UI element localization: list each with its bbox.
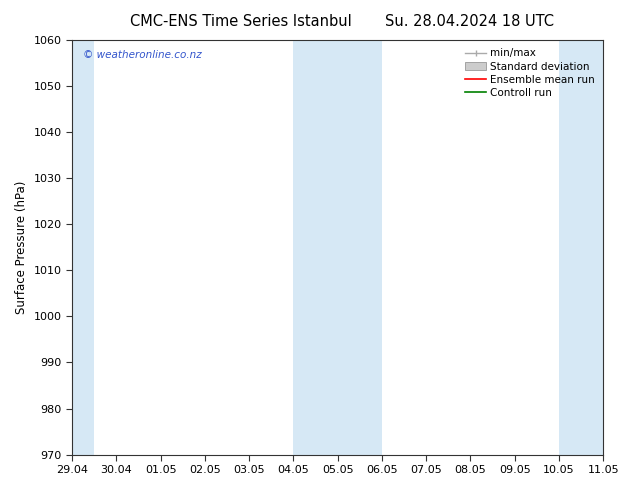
Bar xyxy=(294,40,382,455)
Text: © weatheronline.co.nz: © weatheronline.co.nz xyxy=(82,50,202,60)
Text: Su. 28.04.2024 18 UTC: Su. 28.04.2024 18 UTC xyxy=(385,14,553,29)
Bar xyxy=(559,40,634,455)
Legend: min/max, Standard deviation, Ensemble mean run, Controll run: min/max, Standard deviation, Ensemble me… xyxy=(462,45,598,101)
Y-axis label: Surface Pressure (hPa): Surface Pressure (hPa) xyxy=(15,181,28,314)
Bar xyxy=(72,40,94,455)
Text: CMC-ENS Time Series Istanbul: CMC-ENS Time Series Istanbul xyxy=(130,14,352,29)
